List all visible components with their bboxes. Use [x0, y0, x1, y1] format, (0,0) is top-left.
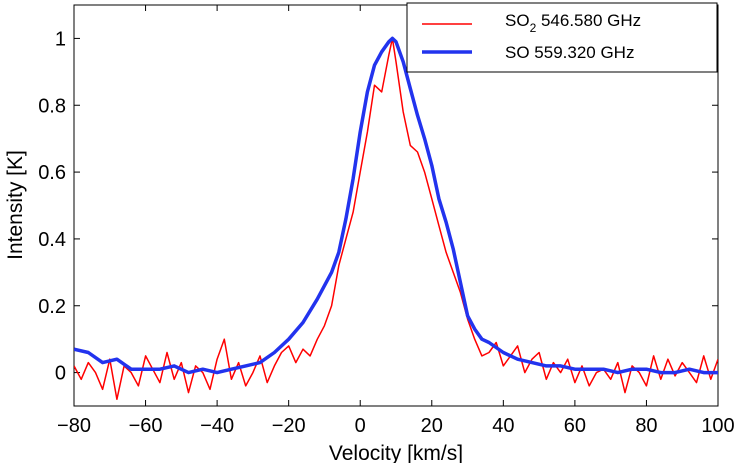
x-tick-label: 0 — [355, 415, 366, 437]
x-tick-label: 40 — [492, 415, 514, 437]
legend: SO2 546.580 GHz SO 559.320 GHz — [406, 2, 718, 73]
y-tick-label: 1 — [55, 28, 66, 50]
y-axis-label: Intensity [K] — [4, 150, 27, 260]
x-tick-label: −40 — [200, 415, 234, 437]
y-tick-label: 0.2 — [38, 296, 66, 318]
series-line-0 — [74, 37, 718, 401]
y-tick-label: 0 — [55, 363, 66, 385]
x-tick-label: 60 — [564, 415, 586, 437]
x-tick-label: 80 — [635, 415, 657, 437]
legend-label-so: SO 559.320 GHz — [505, 43, 634, 62]
x-tick-label: 20 — [421, 415, 443, 437]
series-layer — [74, 36, 718, 401]
x-axis-label: Velocity [km/s] — [329, 442, 463, 463]
y-tick-label: 0.6 — [38, 162, 66, 184]
y-tick-label: 0.4 — [38, 229, 66, 251]
legend-label-so2: SO2 546.580 GHz — [505, 11, 641, 35]
legend-box — [406, 2, 718, 73]
x-tick-label: −80 — [57, 415, 91, 437]
series-line-1 — [74, 36, 718, 375]
y-tick-label: 0.8 — [38, 95, 66, 117]
x-tick-label: −60 — [129, 415, 163, 437]
x-tick-label: −20 — [272, 415, 306, 437]
x-tick-label: 100 — [701, 415, 734, 437]
